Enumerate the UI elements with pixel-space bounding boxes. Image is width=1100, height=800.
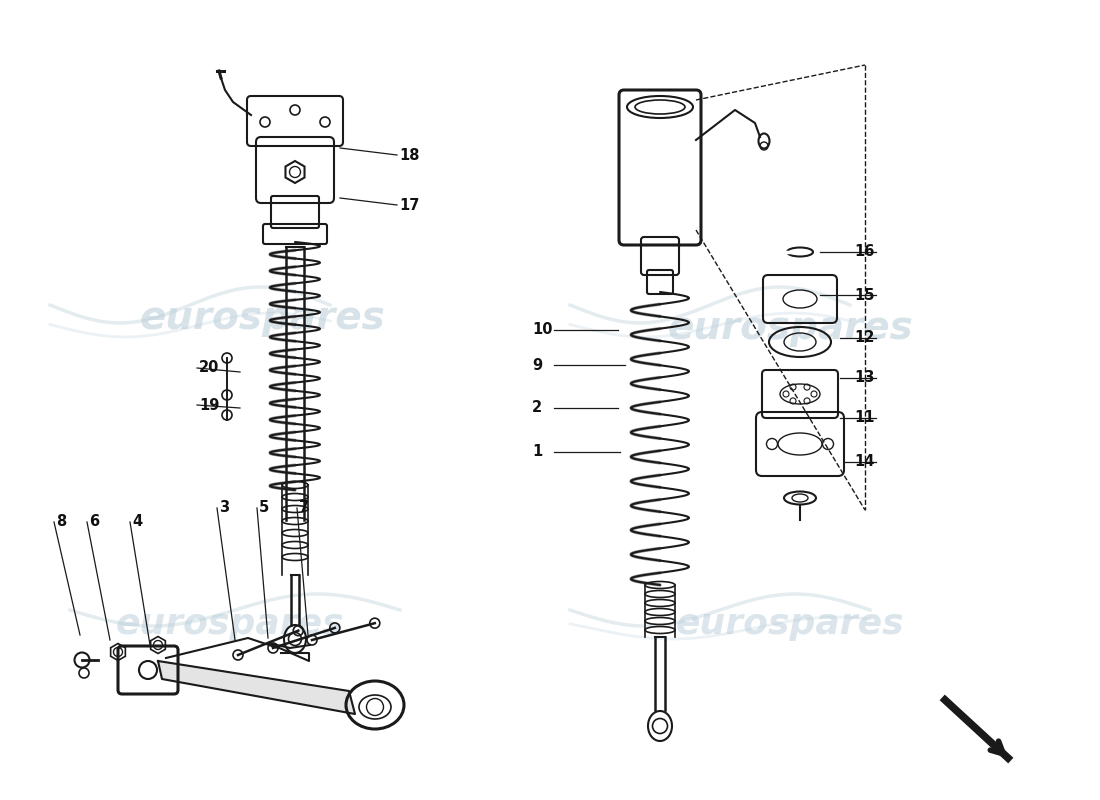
Text: 1: 1 bbox=[532, 445, 542, 459]
Text: 15: 15 bbox=[854, 287, 874, 302]
Text: 14: 14 bbox=[854, 454, 874, 470]
Text: 4: 4 bbox=[132, 514, 142, 530]
Text: 19: 19 bbox=[199, 398, 219, 413]
Text: 17: 17 bbox=[399, 198, 419, 213]
Polygon shape bbox=[158, 661, 355, 714]
Text: 7: 7 bbox=[299, 501, 309, 515]
Text: 18: 18 bbox=[399, 147, 419, 162]
Text: 13: 13 bbox=[854, 370, 874, 386]
Text: eurospares: eurospares bbox=[139, 299, 385, 337]
Text: 11: 11 bbox=[854, 410, 874, 426]
Text: eurospares: eurospares bbox=[667, 309, 913, 347]
Text: 16: 16 bbox=[854, 245, 874, 259]
Text: eurospares: eurospares bbox=[675, 607, 904, 641]
Text: 6: 6 bbox=[89, 514, 99, 530]
Text: 5: 5 bbox=[258, 501, 270, 515]
Text: 12: 12 bbox=[854, 330, 874, 346]
Text: 8: 8 bbox=[56, 514, 66, 530]
Text: 10: 10 bbox=[532, 322, 552, 338]
Text: 2: 2 bbox=[532, 401, 542, 415]
Text: eurospares: eurospares bbox=[116, 607, 344, 641]
Text: 9: 9 bbox=[532, 358, 542, 373]
Text: 20: 20 bbox=[199, 361, 219, 375]
Text: 3: 3 bbox=[219, 501, 229, 515]
